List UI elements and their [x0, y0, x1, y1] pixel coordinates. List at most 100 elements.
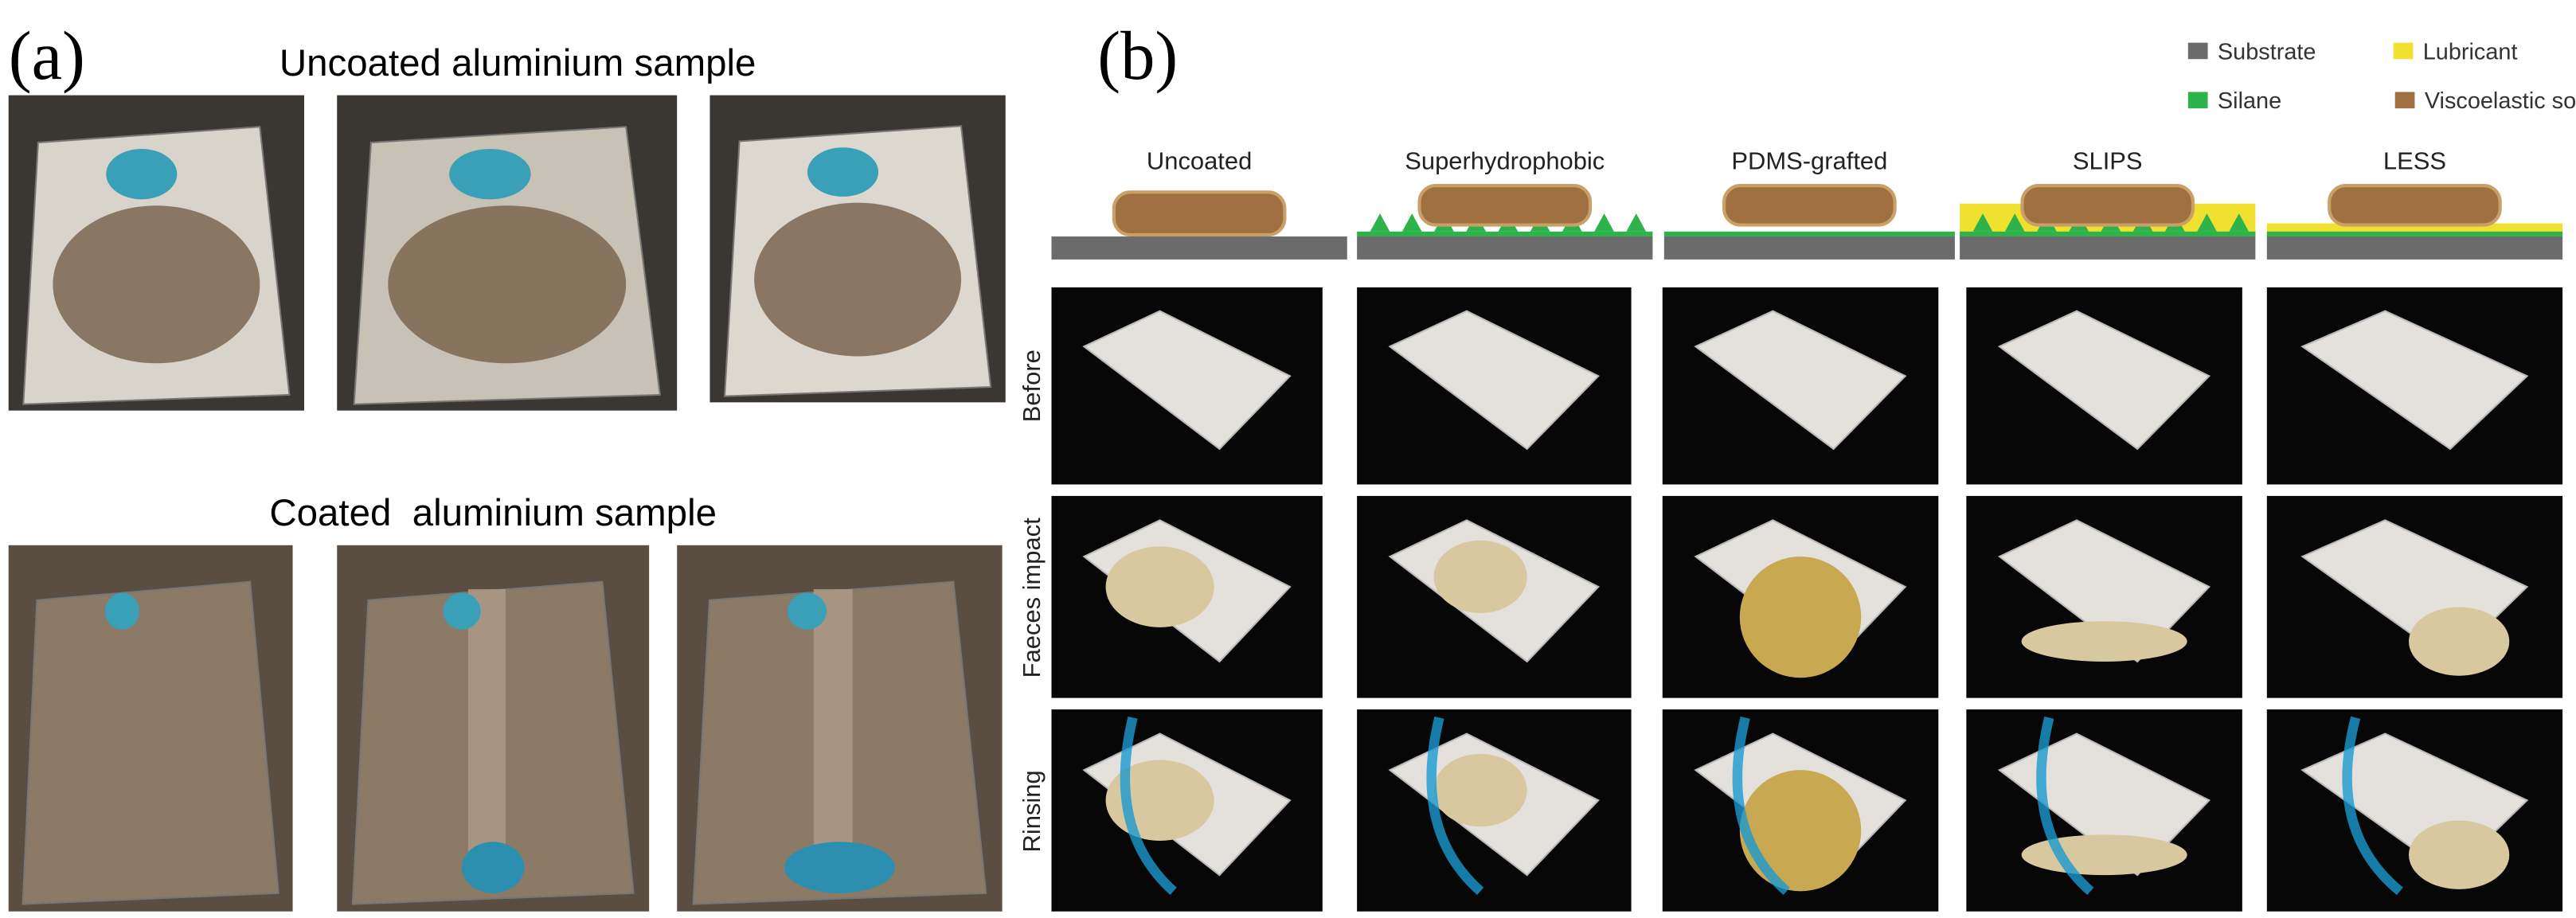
- sample-plate: [1082, 310, 1292, 451]
- photo: [1662, 495, 1939, 698]
- photo: [2266, 287, 2563, 485]
- photo: [709, 95, 1006, 403]
- photo: [1966, 287, 2242, 485]
- rough-feature: [1401, 213, 1422, 232]
- substrate: [2266, 236, 2563, 260]
- legend-swatch: [2187, 42, 2208, 60]
- rinse-water: [1426, 716, 1484, 896]
- column-header: SLIPS: [2073, 146, 2143, 174]
- photo: [1051, 495, 1323, 698]
- legend-label: Substrate: [2218, 39, 2316, 64]
- contaminant: [754, 202, 962, 357]
- photo: [337, 95, 678, 411]
- legend-swatch: [2393, 42, 2414, 60]
- schematic: [2266, 184, 2563, 260]
- schematic: [1051, 190, 1347, 260]
- silane-layer: [1357, 231, 1653, 237]
- viscoelastic-solid: [1112, 190, 1287, 237]
- photo: [1357, 709, 1632, 912]
- column-header: LESS: [2383, 146, 2446, 174]
- schematic: [1357, 184, 1653, 260]
- photo: [1662, 287, 1939, 485]
- panel-label: (b): [1097, 18, 1178, 94]
- photo: [1357, 495, 1632, 698]
- photo: [337, 545, 650, 912]
- photo: [2266, 709, 2563, 912]
- silane-layer: [1960, 231, 2256, 237]
- water-jet: [449, 148, 531, 200]
- photo: [8, 545, 293, 912]
- photo: [677, 545, 1003, 912]
- viscoelastic-solid: [2020, 184, 2195, 227]
- faeces: [1105, 546, 1214, 627]
- faeces: [2021, 834, 2187, 876]
- column-header: Superhydrophobic: [1405, 146, 1605, 174]
- water-drop: [788, 592, 827, 630]
- water-jet: [106, 148, 178, 200]
- row-label: Rinsing: [1018, 770, 1046, 852]
- sample-plate: [1694, 310, 1907, 451]
- contaminant: [388, 205, 627, 364]
- photo: [8, 95, 304, 411]
- row-label: Faeces impact: [1018, 518, 1046, 678]
- rinse-water: [1120, 716, 1177, 895]
- faeces: [1433, 753, 1527, 827]
- legend-label: Lubricant: [2423, 39, 2518, 64]
- faeces: [1739, 770, 1862, 892]
- legend-swatch: [2187, 92, 2208, 109]
- substrate: [1051, 236, 1347, 260]
- sample-plate: [2300, 310, 2529, 451]
- substrate: [1357, 236, 1653, 260]
- legend-swatch: [2394, 92, 2415, 109]
- viscoelastic-solid: [1722, 184, 1897, 227]
- water-drop: [443, 592, 481, 630]
- faeces: [2409, 607, 2510, 676]
- rough-feature: [1594, 213, 1614, 232]
- legend-label: Silane: [2218, 88, 2281, 114]
- schematic: [1960, 184, 2256, 260]
- rough-feature: [1370, 213, 1390, 232]
- faeces: [2021, 621, 2187, 662]
- water-drop: [105, 592, 139, 630]
- panel-title: Coated aluminium sample: [269, 492, 717, 534]
- schematic: [1663, 184, 1955, 260]
- column-header: PDMS-grafted: [1731, 146, 1887, 174]
- panel-label: (a): [9, 18, 85, 94]
- panel-title: Uncoated aluminium sample: [279, 42, 756, 84]
- photo: [1051, 709, 1323, 912]
- rough-feature: [2197, 213, 2217, 232]
- photo: [1357, 287, 1632, 485]
- sample-plate: [1997, 310, 2211, 451]
- photo: [1966, 495, 2242, 698]
- silane-layer: [1663, 231, 1955, 237]
- photo: [1051, 287, 1323, 485]
- coating-stripe: [813, 588, 853, 864]
- viscoelastic-solid: [1417, 184, 1593, 227]
- rinse-water: [2036, 716, 2094, 896]
- rough-feature: [1626, 213, 1647, 232]
- rough-feature: [2229, 213, 2250, 232]
- sample-plate: [1388, 310, 1600, 451]
- water-pool: [462, 842, 525, 893]
- coating-stripe: [467, 588, 506, 864]
- rinse-water: [1732, 716, 1790, 896]
- substrate: [1960, 236, 2256, 260]
- column-header: Uncoated: [1147, 146, 1252, 174]
- faeces: [2409, 820, 2510, 889]
- row-label: Before: [1018, 350, 1046, 422]
- faeces: [1433, 540, 1527, 614]
- rough-feature: [2004, 213, 2025, 232]
- contaminant: [53, 205, 260, 364]
- photo: [1662, 709, 1939, 912]
- legend-label: Viscoelastic solid: [2425, 88, 2576, 114]
- silane-layer: [2266, 231, 2563, 237]
- water-pool: [784, 842, 895, 893]
- photo: [1966, 709, 2242, 912]
- viscoelastic-solid: [2328, 184, 2502, 227]
- rough-feature: [1972, 213, 1993, 232]
- substrate: [1663, 236, 1955, 260]
- photo: [2266, 495, 2563, 698]
- sample-plate: [21, 580, 279, 905]
- faeces: [1739, 557, 1862, 678]
